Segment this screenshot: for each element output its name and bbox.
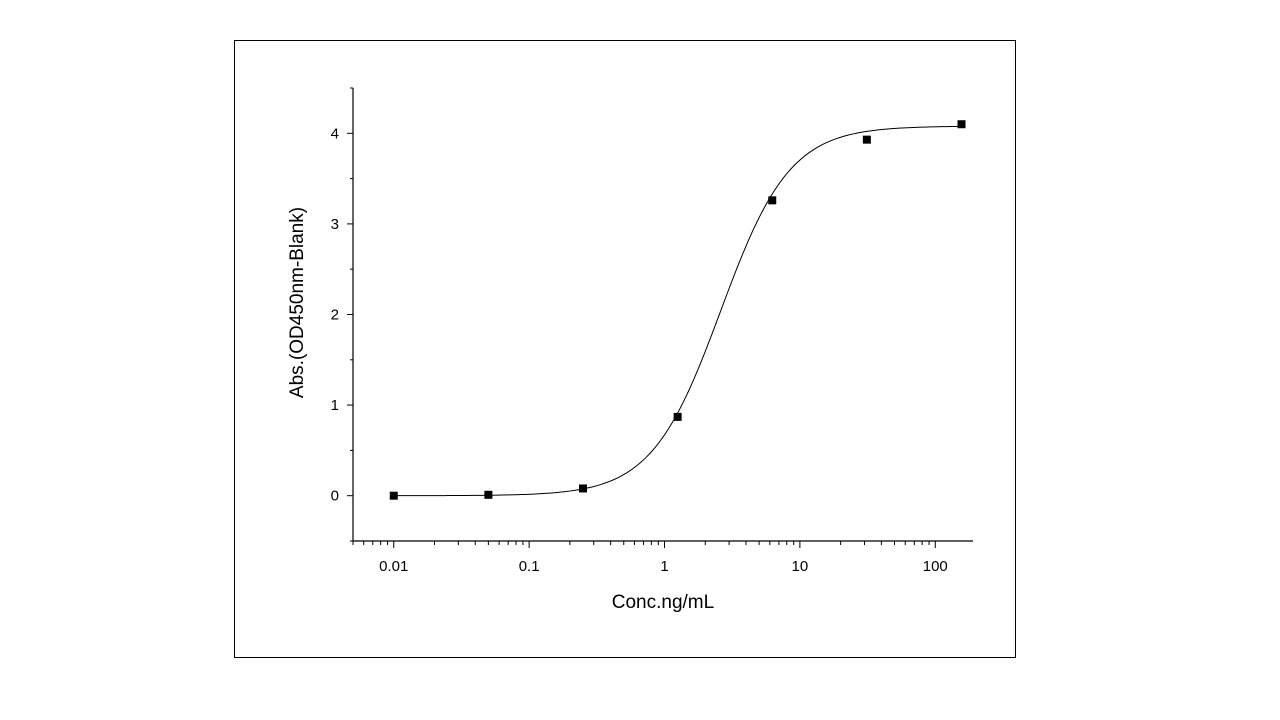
y-tick-label: 0 (331, 488, 339, 505)
data-point (768, 196, 777, 205)
x-tick-label: 0.1 (519, 558, 540, 575)
x-tick-label: 1 (660, 558, 668, 575)
x-tick-label: 100 (923, 558, 948, 575)
data-point (673, 412, 682, 421)
x-axis-title: Conc.ng/mL (612, 592, 714, 613)
data-point (484, 490, 493, 499)
y-axis-title: Abs.(OD450nm-Blank) (287, 207, 308, 398)
y-tick-label: 4 (331, 125, 339, 142)
data-point (862, 135, 871, 144)
data-point (579, 484, 588, 493)
fit-curve-layer (393, 125, 962, 497)
y-tick-label: 2 (331, 307, 339, 324)
data-points (389, 120, 966, 500)
figure-frame: 0 1 2 3 4 0.01 0.1 1 10 100 Conc.ng/mL Abs.(OD450… (234, 40, 1016, 658)
y-tick-label: 3 (331, 216, 339, 233)
data-point (389, 491, 398, 500)
chart-plot: 0 1 2 3 4 0.01 0.1 1 10 100 Conc.ng/mL Abs.(OD450… (287, 87, 973, 613)
axes: 0 1 2 3 4 0.01 0.1 1 10 100 (331, 87, 973, 575)
fit-curve (393, 125, 962, 497)
data-point (957, 120, 966, 129)
x-tick-label: 10 (792, 558, 809, 575)
y-tick-label: 1 (331, 397, 339, 414)
x-tick-label: 0.01 (379, 558, 408, 575)
